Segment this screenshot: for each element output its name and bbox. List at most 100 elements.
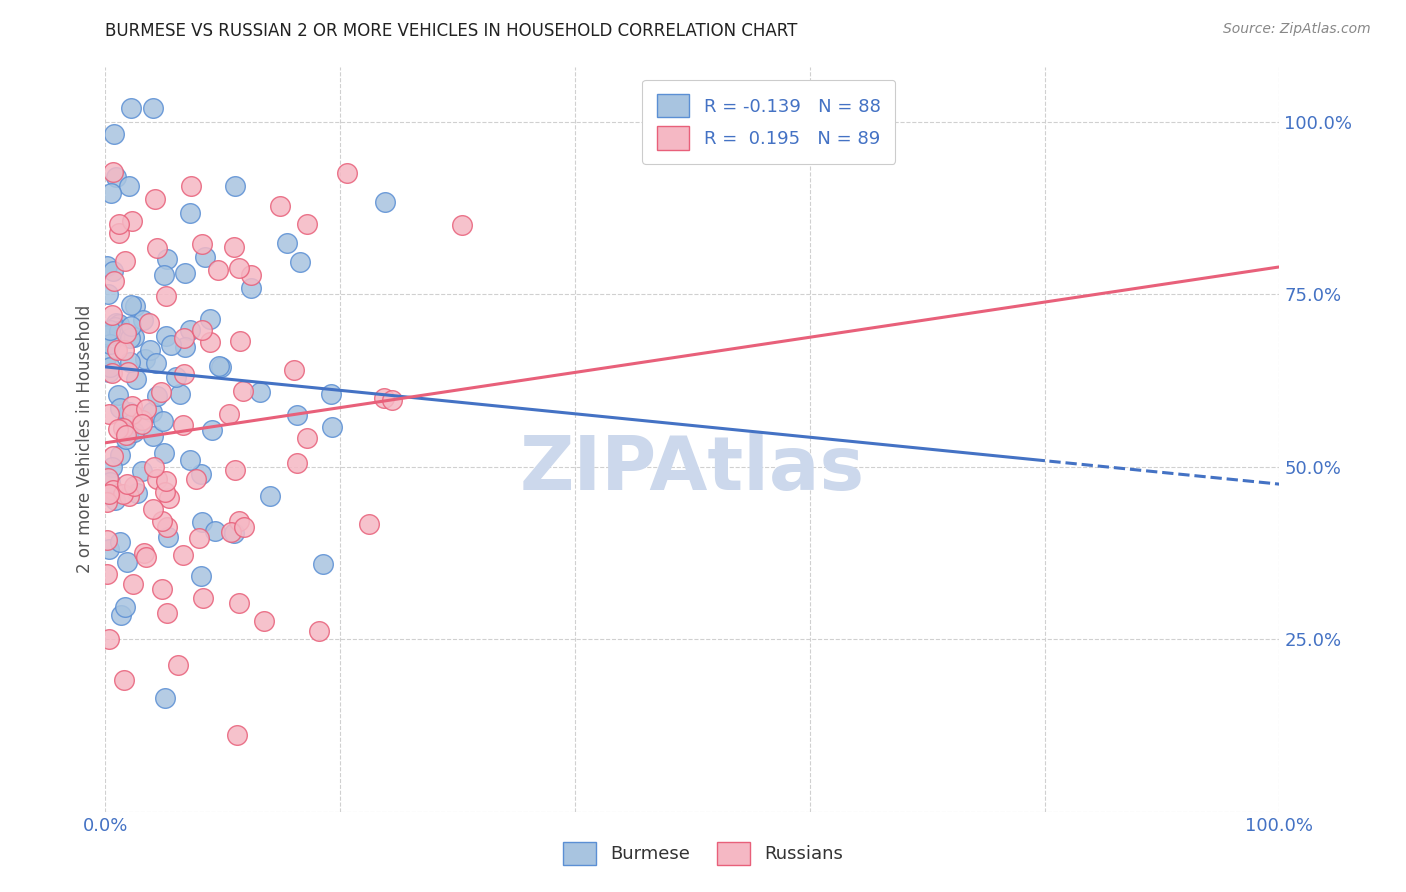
Point: [336, 166, 359, 180]
Point: [107, 324, 129, 338]
Point: [115, 326, 138, 341]
Point: [184, 472, 207, 486]
Legend: R = -0.139   N = 88, R =  0.195   N = 89: R = -0.139 N = 88, R = 0.195 N = 89: [643, 79, 896, 164]
Point: [107, 217, 129, 231]
Point: [190, 467, 212, 481]
Point: [224, 178, 246, 193]
Point: [153, 268, 176, 282]
Point: [157, 530, 180, 544]
Point: [357, 516, 380, 531]
Point: [169, 387, 191, 401]
Point: [142, 502, 165, 516]
Point: [115, 432, 138, 446]
Point: [103, 127, 125, 141]
Point: [187, 531, 209, 545]
Point: [222, 526, 245, 541]
Point: [98, 359, 121, 374]
Point: [112, 343, 135, 357]
Point: [121, 407, 143, 421]
Point: [105, 343, 128, 357]
Point: [190, 569, 212, 583]
Point: [118, 405, 141, 419]
Point: [259, 489, 281, 503]
Point: [112, 673, 135, 687]
Point: [97, 287, 120, 301]
Point: [172, 417, 194, 432]
Point: [153, 691, 176, 706]
Point: [380, 392, 402, 407]
Legend: Burmese, Russians: Burmese, Russians: [554, 833, 852, 874]
Point: [142, 101, 165, 115]
Point: [96, 533, 118, 548]
Point: [222, 239, 245, 253]
Point: [200, 334, 222, 349]
Point: [283, 363, 305, 377]
Point: [276, 236, 298, 251]
Point: [135, 402, 157, 417]
Point: [101, 460, 124, 475]
Text: ZIPAtlas: ZIPAtlas: [520, 433, 865, 506]
Point: [173, 340, 195, 354]
Point: [285, 456, 308, 470]
Point: [115, 428, 138, 442]
Point: [142, 429, 165, 443]
Point: [135, 549, 157, 564]
Point: [101, 483, 124, 497]
Point: [191, 591, 214, 605]
Point: [97, 408, 120, 422]
Point: [190, 237, 212, 252]
Point: [173, 331, 195, 345]
Point: [153, 484, 176, 499]
Point: [297, 431, 319, 445]
Point: [145, 356, 167, 370]
Point: [132, 546, 155, 560]
Point: [229, 334, 252, 348]
Point: [107, 328, 129, 343]
Point: [104, 320, 127, 334]
Point: [131, 464, 153, 478]
Point: [155, 329, 177, 343]
Point: [114, 600, 136, 615]
Point: [180, 178, 202, 193]
Point: [122, 479, 145, 493]
Point: [127, 486, 149, 500]
Point: [194, 250, 217, 264]
Point: [218, 407, 240, 421]
Point: [98, 632, 121, 647]
Point: [111, 421, 134, 435]
Point: [233, 520, 256, 534]
Point: [103, 165, 125, 179]
Point: [118, 489, 141, 503]
Point: [103, 274, 125, 288]
Point: [288, 254, 311, 268]
Point: [96, 259, 118, 273]
Point: [134, 351, 156, 366]
Point: [150, 582, 173, 597]
Point: [108, 535, 131, 549]
Point: [107, 422, 129, 436]
Point: [105, 316, 128, 330]
Point: [97, 471, 120, 485]
Point: [97, 541, 120, 556]
Point: [312, 558, 335, 572]
Point: [100, 186, 122, 201]
Point: [122, 577, 145, 591]
Point: [101, 449, 124, 463]
Point: [308, 624, 330, 638]
Point: [118, 355, 141, 369]
Point: [107, 317, 129, 331]
Point: [179, 452, 201, 467]
Point: [100, 337, 122, 351]
Point: [228, 514, 250, 528]
Point: [228, 596, 250, 610]
Point: [191, 323, 214, 337]
Point: [115, 477, 138, 491]
Point: [239, 281, 262, 295]
Point: [118, 178, 141, 193]
Point: [117, 365, 139, 379]
Point: [138, 343, 160, 357]
Point: [120, 298, 142, 312]
Point: [319, 386, 342, 401]
Point: [249, 384, 271, 399]
Point: [149, 384, 172, 399]
